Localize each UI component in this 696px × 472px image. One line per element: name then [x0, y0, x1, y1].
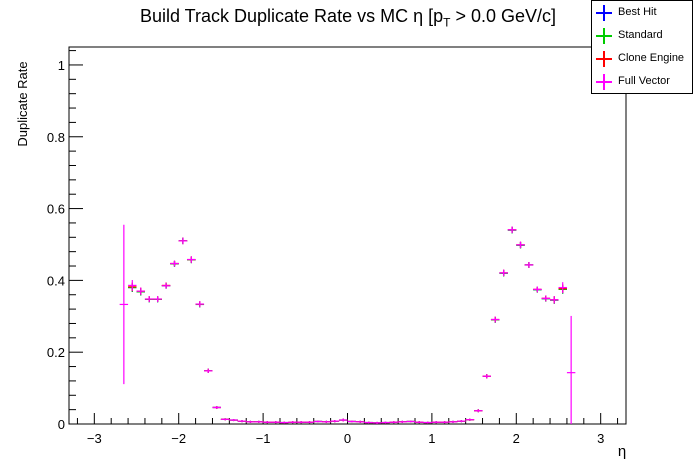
legend-entry: Clone Engine: [592, 47, 692, 70]
data-point: [558, 282, 567, 293]
data-point: [550, 296, 559, 304]
data-point: [415, 421, 424, 424]
legend-marker: [596, 28, 612, 44]
x-tick-label: 3: [597, 431, 604, 446]
y-tick-label: 1: [58, 58, 65, 73]
y-axis-label: Duplicate Rate: [15, 61, 30, 146]
y-tick-label: 0: [58, 417, 65, 432]
data-point: [195, 301, 205, 307]
data-point: [237, 420, 247, 423]
data-point: [229, 419, 238, 422]
data-point: [271, 421, 280, 424]
data-marks: [119, 224, 576, 424]
y-tick-label: 0.4: [47, 273, 65, 288]
y-tick-label: 0.8: [47, 130, 65, 145]
data-point: [119, 224, 129, 385]
legend-label: Clone Engine: [618, 52, 685, 64]
data-point: [389, 421, 399, 424]
chart-title-tail: > 0.0 GeV/c]: [450, 6, 557, 26]
data-point: [381, 421, 390, 424]
data-point: [465, 418, 475, 421]
legend-label: Full Vector: [618, 75, 670, 87]
x-tick-label: 2: [513, 431, 520, 446]
data-point: [170, 260, 179, 267]
data-point: [431, 421, 441, 424]
chart-title-main: Build Track Duplicate Rate vs MC η [p: [139, 6, 444, 26]
data-point: [313, 420, 323, 423]
data-point: [423, 421, 432, 424]
legend-marker: [596, 5, 612, 21]
data-point: [372, 421, 382, 424]
x-tick-label: −3: [87, 431, 102, 446]
x-tick-label: 0: [344, 431, 351, 446]
data-point: [322, 420, 331, 423]
x-tick-label: 1: [428, 431, 435, 446]
data-point: [288, 421, 297, 424]
x-axis-label: η: [618, 443, 626, 460]
data-point: [440, 421, 449, 424]
data-point: [524, 262, 534, 268]
data-point: [330, 420, 340, 423]
data-point: [474, 409, 483, 413]
legend-entry: Best Hit: [592, 1, 692, 24]
data-point: [448, 420, 458, 423]
data-point: [533, 286, 542, 293]
data-point: [263, 421, 272, 424]
data-point: [364, 421, 373, 424]
data-point: [144, 296, 154, 302]
legend: Best Hit Standard Clone Engine Full Vector: [591, 0, 693, 94]
data-point: [254, 420, 264, 423]
data-point: [296, 421, 306, 424]
y-tick-label: 0.6: [47, 202, 65, 217]
data-point: [355, 420, 365, 423]
data-point: [457, 420, 466, 423]
data-point: [406, 420, 416, 423]
data-point: [279, 421, 289, 424]
legend-label: Best Hit: [618, 6, 657, 18]
axes: 0 0.2 0.4 0.6 0.8 1 −3 −2 −1 0 1 2 3: [47, 50, 619, 446]
data-point: [516, 241, 525, 249]
chart-title-subscript: T: [443, 15, 451, 30]
data-point: [178, 237, 188, 245]
data-point: [246, 420, 255, 423]
legend-entry: Standard: [592, 24, 692, 47]
plot-frame: [68, 46, 627, 425]
x-tick-label: −2: [171, 431, 186, 446]
data-point: [398, 420, 407, 423]
data-point: [128, 280, 137, 291]
legend-marker: [596, 51, 612, 67]
data-point: [566, 315, 576, 424]
legend-marker: [596, 74, 612, 90]
data-point: [482, 374, 491, 379]
data-point: [187, 256, 196, 263]
chart-title: Build Track Duplicate Rate vs MC η [pT >…: [0, 6, 696, 30]
data-point: [507, 226, 517, 233]
data-point: [305, 421, 314, 424]
data-point: [499, 269, 508, 277]
legend-label: Standard: [618, 29, 663, 41]
legend-entry: Full Vector: [592, 70, 692, 93]
data-point: [204, 368, 213, 374]
x-tick-label: −1: [256, 431, 271, 446]
data-point: [347, 420, 356, 423]
y-tick-label: 0.2: [47, 345, 65, 360]
data-point: [153, 296, 162, 302]
data-point: [136, 287, 145, 295]
series-full-vector: [119, 224, 576, 424]
data-point: [161, 282, 171, 289]
data-point: [541, 295, 551, 302]
data-point: [220, 418, 230, 421]
data-point: [490, 316, 500, 323]
data-point: [339, 418, 348, 422]
data-point: [212, 406, 221, 409]
